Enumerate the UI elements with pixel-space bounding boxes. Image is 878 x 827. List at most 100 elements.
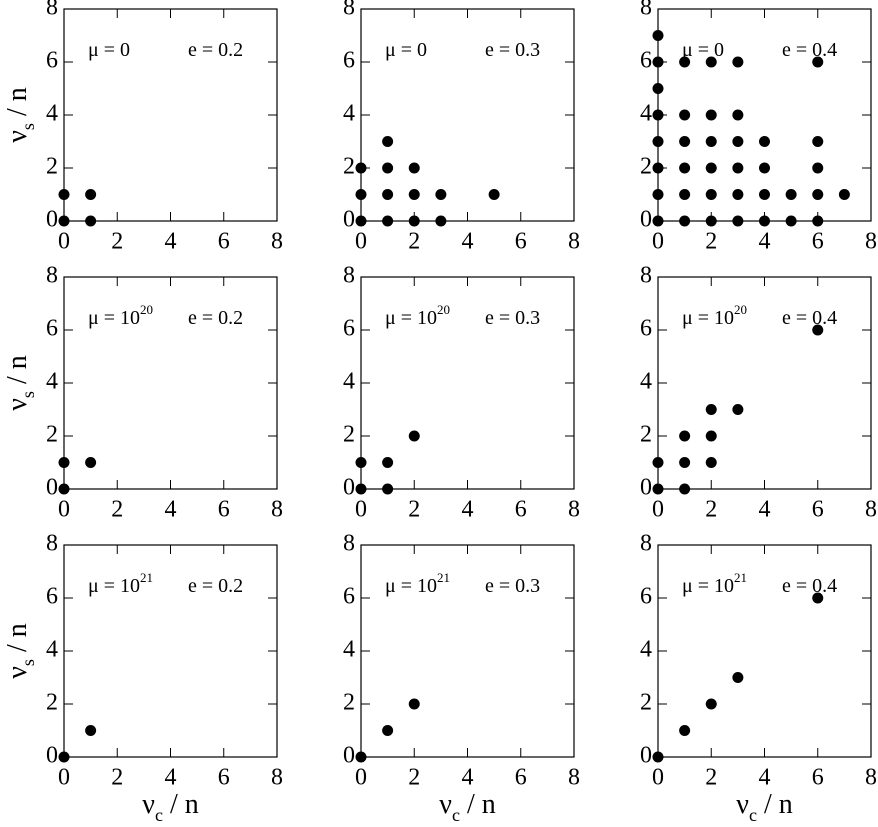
point — [435, 189, 447, 200]
mu-text: μ = 10 — [682, 307, 734, 329]
point — [382, 136, 394, 147]
mu-text: μ = 0 — [682, 39, 724, 61]
point — [679, 189, 691, 200]
point — [679, 430, 691, 442]
point — [732, 56, 744, 68]
y-tick-label: 4 — [640, 637, 652, 663]
panel: 0 2 4 6 8 0 2 4 6 8 μ = 1020 e = 0.2 νs / n — [2, 263, 283, 523]
mu-exponent: 21 — [437, 570, 450, 585]
mu-label: μ = 0 — [88, 39, 130, 61]
point — [58, 215, 70, 227]
x-tick-label: 6 — [218, 497, 230, 523]
y-tick-label: 6 — [343, 48, 355, 74]
point — [408, 189, 420, 200]
x-tick-label: 2 — [705, 765, 717, 791]
y-tick-label: 0 — [46, 207, 58, 233]
y-tick-label: 4 — [343, 101, 355, 127]
point — [679, 162, 691, 174]
point — [679, 725, 691, 736]
point — [408, 698, 420, 710]
x-tick-label: 8 — [271, 765, 283, 791]
y-axis-label: νs / n — [2, 87, 38, 142]
y-tick-label: 2 — [46, 154, 58, 180]
y-tick-label: 4 — [46, 369, 58, 395]
e-label: e = 0.2 — [188, 575, 243, 597]
x-tick-label: 8 — [271, 497, 283, 523]
panel: 0 2 4 6 8 0 2 4 6 8 μ = 0 e = 0.3 — [343, 0, 580, 255]
point — [355, 162, 367, 174]
point — [812, 162, 824, 174]
x-tick-label: 0 — [355, 765, 367, 791]
point — [812, 215, 824, 227]
point — [652, 483, 664, 495]
point — [705, 698, 717, 710]
x-tick-label: 4 — [165, 765, 177, 791]
e-label: e = 0.4 — [782, 307, 837, 329]
point — [435, 215, 447, 227]
point — [408, 215, 420, 227]
point — [679, 457, 691, 468]
point — [705, 457, 717, 468]
y-tick-label: 8 — [46, 263, 58, 289]
x-axis-label-part: c — [155, 805, 163, 825]
mu-text: μ = 0 — [88, 39, 130, 61]
point — [85, 457, 97, 468]
y-tick-label: 2 — [640, 690, 652, 716]
y-tick-label: 0 — [640, 475, 652, 501]
y-tick-label: 2 — [343, 422, 355, 448]
y-tick-label: 4 — [343, 369, 355, 395]
point — [85, 215, 97, 227]
point — [382, 483, 394, 495]
y-tick-label: 2 — [46, 422, 58, 448]
point — [408, 430, 420, 442]
x-axis-label-part: / n — [460, 789, 496, 820]
y-tick-label: 2 — [343, 154, 355, 180]
x-tick-label: 0 — [652, 229, 664, 255]
point — [652, 215, 664, 227]
y-axis-label-part: s — [18, 123, 38, 130]
mu-exponent: 21 — [140, 570, 153, 585]
panel: 0 2 4 6 8 0 2 4 6 8 μ = 0 e = 0.4 — [640, 0, 877, 255]
y-tick-label: 2 — [640, 422, 652, 448]
x-tick-label: 6 — [218, 229, 230, 255]
y-tick-label: 6 — [46, 584, 58, 610]
x-axis-label-part: ν — [736, 789, 749, 820]
y-axis-label: νs / n — [2, 355, 38, 410]
point — [488, 189, 500, 200]
mu-exponent: 21 — [734, 570, 747, 585]
mu-label: μ = 0 — [385, 39, 427, 61]
y-tick-label: 6 — [343, 316, 355, 342]
x-tick-label: 4 — [759, 497, 771, 523]
point — [382, 457, 394, 468]
x-tick-label: 6 — [812, 765, 824, 791]
x-axis-label-part: c — [452, 805, 460, 825]
mu-label: μ = 0 — [682, 39, 724, 61]
x-tick-label: 4 — [759, 229, 771, 255]
e-label: e = 0.3 — [485, 307, 540, 329]
x-tick-label: 2 — [111, 229, 123, 255]
x-tick-label: 8 — [568, 497, 580, 523]
y-tick-label: 4 — [343, 637, 355, 663]
point — [652, 109, 664, 121]
point — [652, 457, 664, 468]
x-tick-label: 8 — [865, 765, 877, 791]
y-tick-label: 0 — [46, 743, 58, 769]
panel: 0 2 4 6 8 0 2 4 6 8 μ = 0 e = 0.2 νs / n — [2, 0, 283, 255]
point — [355, 457, 367, 468]
x-tick-label: 6 — [515, 765, 527, 791]
point — [355, 751, 367, 763]
x-tick-label: 2 — [408, 497, 420, 523]
y-axis-label-part: / n — [2, 87, 33, 123]
mu-label: μ = 1020 — [682, 302, 747, 329]
point — [382, 725, 394, 736]
point — [679, 109, 691, 121]
mu-label: μ = 1021 — [682, 570, 747, 597]
point — [652, 136, 664, 147]
point — [785, 215, 797, 227]
point — [812, 56, 824, 68]
point — [652, 189, 664, 200]
x-tick-label: 0 — [652, 497, 664, 523]
y-axis-label-part: ν — [2, 130, 33, 143]
point — [732, 109, 744, 121]
mu-text: μ = 10 — [88, 575, 140, 597]
